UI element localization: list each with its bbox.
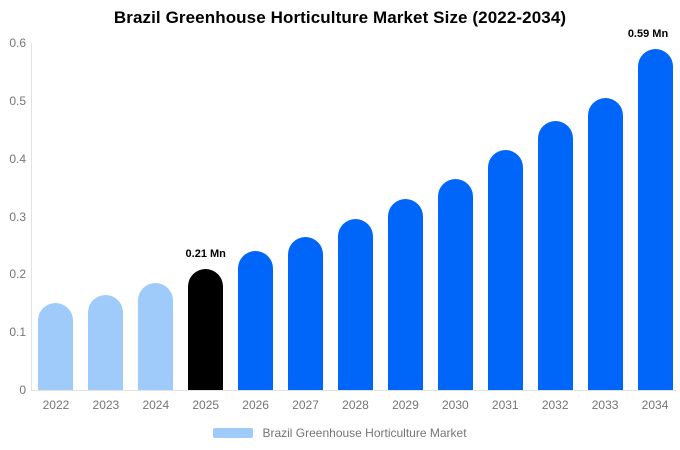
x-tick-2031: 2031 xyxy=(491,398,519,412)
chart-title: Brazil Greenhouse Horticulture Market Si… xyxy=(113,8,567,27)
y-tick-0.3: 0.3 xyxy=(9,209,26,224)
y-tick-0.5: 0.5 xyxy=(9,93,26,108)
bar-2023[interactable] xyxy=(88,294,124,390)
bar-2026[interactable] xyxy=(238,251,274,390)
y-tick-0: 0 xyxy=(19,383,26,397)
y-tick-0.4: 0.4 xyxy=(9,151,26,166)
x-tick-2022: 2022 xyxy=(42,398,70,412)
bar-2022[interactable] xyxy=(38,303,74,390)
bar-2032[interactable] xyxy=(537,121,573,390)
x-tick-2024: 2024 xyxy=(142,398,170,412)
x-tick-2033: 2033 xyxy=(591,398,619,412)
legend-item[interactable]: Brazil Greenhouse Horticulture Market xyxy=(0,426,680,440)
bar-label-2034: 0.59 Mn xyxy=(627,27,669,40)
x-tick-2025: 2025 xyxy=(192,398,220,412)
x-tick-2027: 2027 xyxy=(292,398,319,412)
bar-2025[interactable] xyxy=(188,268,224,390)
bar-2024[interactable] xyxy=(138,283,174,390)
legend-swatch xyxy=(213,428,254,438)
x-tick-2023: 2023 xyxy=(92,398,120,412)
x-tick-2032: 2032 xyxy=(541,398,569,412)
bar-2030[interactable] xyxy=(437,178,473,390)
x-tick-2028: 2028 xyxy=(342,398,369,412)
x-axis-line xyxy=(31,390,676,391)
x-tick-2030: 2030 xyxy=(441,398,469,412)
bar-2031[interactable] xyxy=(487,149,523,390)
y-tick-0.1: 0.1 xyxy=(9,325,26,340)
y-axis-line xyxy=(31,43,32,390)
bar-2029[interactable] xyxy=(387,199,423,390)
y-tick-0.2: 0.2 xyxy=(9,267,26,282)
bar-2033[interactable] xyxy=(587,97,623,390)
bar-2027[interactable] xyxy=(288,236,324,390)
x-tick-2026: 2026 xyxy=(242,398,269,412)
bar-label-2025: 0.21 Mn xyxy=(185,247,226,260)
bar-2028[interactable] xyxy=(338,219,373,390)
y-tick-0.6: 0.6 xyxy=(9,36,26,50)
legend-label: Brazil Greenhouse Horticulture Market xyxy=(262,426,467,440)
x-tick-2029: 2029 xyxy=(392,398,419,412)
bar-2034[interactable] xyxy=(637,48,673,390)
x-tick-2034: 2034 xyxy=(641,398,669,412)
